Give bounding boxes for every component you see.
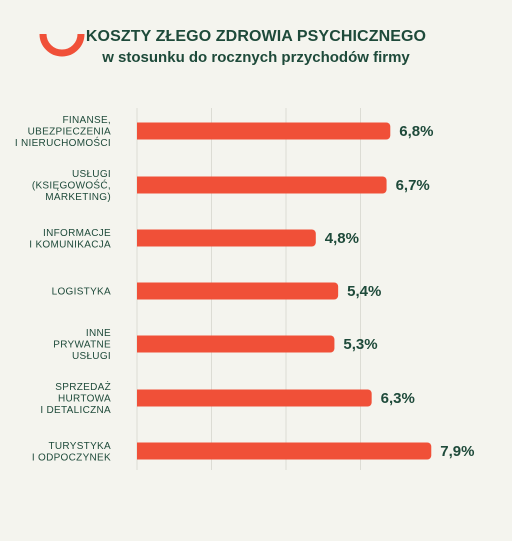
- chart-title: KOSZTY ZŁEGO ZDROWIA PSYCHICZNEGO w stos…: [0, 28, 512, 66]
- bar: [137, 122, 391, 140]
- value-label: 6,8%: [399, 123, 433, 140]
- category-label: INNE PRYWATNE USŁUGI: [53, 328, 111, 362]
- category-label: INFORMACJE I KOMUNIKACJA: [29, 228, 111, 251]
- chart-title-line1: KOSZTY ZŁEGO ZDROWIA PSYCHICZNEGO: [85, 28, 427, 45]
- category-label: LOGISTYKA: [52, 287, 111, 298]
- value-label: 5,3%: [343, 336, 377, 353]
- value-label: 4,8%: [325, 230, 359, 247]
- category-label: SPRZEDAŻ HURTOWA I DETALICZNA: [40, 380, 111, 416]
- bar: [137, 442, 432, 460]
- bar: [137, 282, 339, 300]
- category-label: TURYSTYKA I ODPOCZYNEK: [32, 441, 111, 464]
- bar: [137, 176, 387, 194]
- category-label: USŁUGI (KSIĘGOWOŚĆ, MARKETING): [32, 169, 111, 203]
- chart-subtitle: w stosunku do rocznych przychodów firmy: [102, 49, 410, 66]
- value-label: 6,7%: [396, 177, 430, 194]
- bar: [137, 389, 372, 407]
- category-label: FINANSE, UBEZPIECZENIA I NIERUCHOMOŚCI: [15, 115, 111, 149]
- bar: [137, 229, 316, 247]
- value-label: 7,9%: [440, 443, 474, 460]
- red-arc-logo-icon: [39, 33, 85, 57]
- value-label: 5,4%: [347, 283, 381, 300]
- value-label: 6,3%: [381, 390, 415, 407]
- bar: [137, 335, 335, 353]
